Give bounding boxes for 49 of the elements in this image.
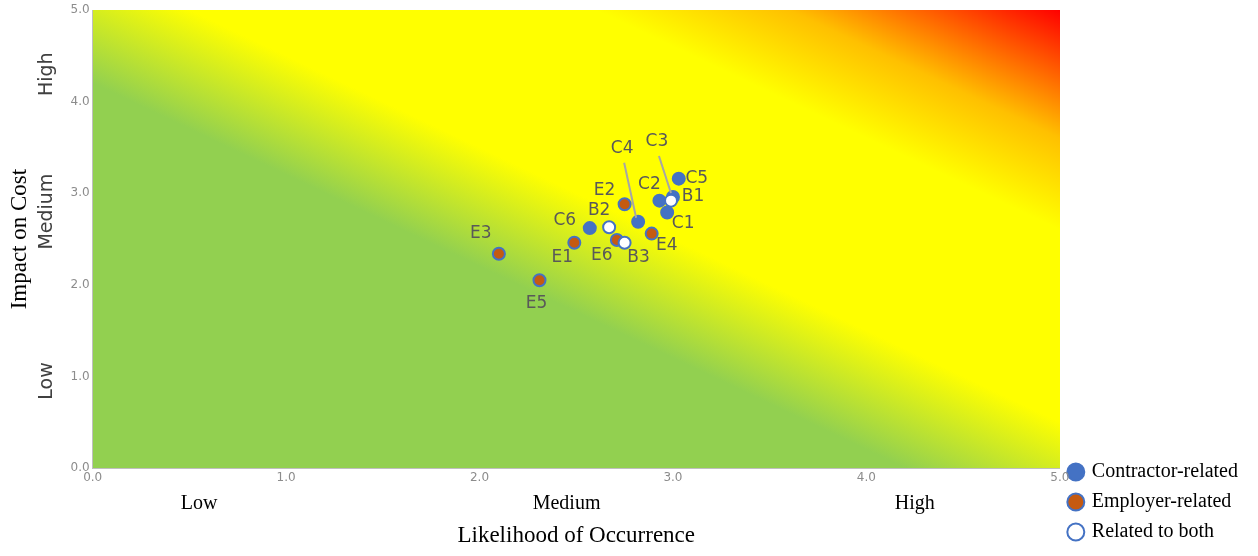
point: [631, 214, 646, 229]
annotation: C4: [610, 137, 634, 158]
legend-label: Contractor-related: [1091, 459, 1239, 482]
annotation: C3: [645, 130, 669, 151]
y-tick-label: 1.0: [70, 368, 90, 383]
legend-label: Employer-related: [1091, 489, 1232, 513]
x-tick-label: 3.0: [663, 470, 683, 485]
annotation: C1: [671, 211, 695, 232]
point: [602, 220, 617, 235]
point: [617, 235, 632, 250]
text: High: [33, 52, 56, 97]
x-tick-label: 4.0: [856, 470, 876, 485]
annotation: E5: [525, 291, 548, 312]
point: [617, 197, 632, 212]
x-tick-label: 5.0: [1050, 470, 1070, 485]
annotation: B3: [627, 246, 650, 267]
point: [491, 246, 506, 261]
point: [664, 193, 679, 208]
text: High: [894, 491, 935, 515]
text: Medium: [33, 173, 56, 250]
point: [652, 193, 667, 208]
annotation: B1: [681, 185, 705, 206]
y-tick-label: 4.0: [70, 93, 90, 108]
y-tick-label: 5.0: [70, 2, 90, 17]
annotation: E1: [551, 246, 574, 267]
y-tick-label: 2.0: [70, 277, 90, 292]
point: [644, 226, 659, 241]
point: [567, 235, 582, 250]
annotation: C5: [685, 167, 709, 188]
annotation: C6: [553, 208, 577, 229]
text: Low: [180, 491, 218, 514]
annotation: C2: [638, 173, 661, 194]
point: [532, 273, 547, 288]
x-axis-title: Likelihood of Occurrence: [457, 522, 696, 548]
x-tick-label: 0.0: [83, 470, 103, 485]
point: [582, 221, 597, 236]
annotation: E6: [591, 244, 613, 265]
x-tick-label: 2.0: [469, 470, 490, 485]
annotation: E3: [470, 222, 492, 243]
text: Medium: [532, 491, 601, 514]
text: Low: [33, 362, 56, 400]
annotation: E2: [593, 178, 616, 199]
x-tick-label: 1.0: [276, 470, 296, 485]
annotation: B2: [587, 198, 611, 219]
annotation: E4: [655, 234, 678, 255]
point: [671, 171, 686, 186]
y-tick-label: 3.0: [70, 185, 90, 200]
y-axis-title: Impact on Cost: [5, 168, 31, 310]
legend-label: Related to both: [1091, 519, 1215, 542]
